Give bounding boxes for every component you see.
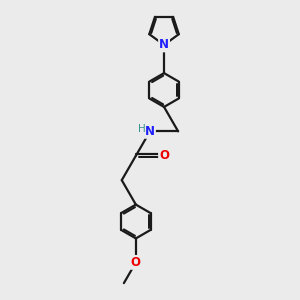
Text: N: N xyxy=(159,38,169,51)
Text: O: O xyxy=(159,149,169,162)
Text: O: O xyxy=(131,256,141,269)
Text: N: N xyxy=(145,125,155,138)
Text: H: H xyxy=(138,124,146,134)
